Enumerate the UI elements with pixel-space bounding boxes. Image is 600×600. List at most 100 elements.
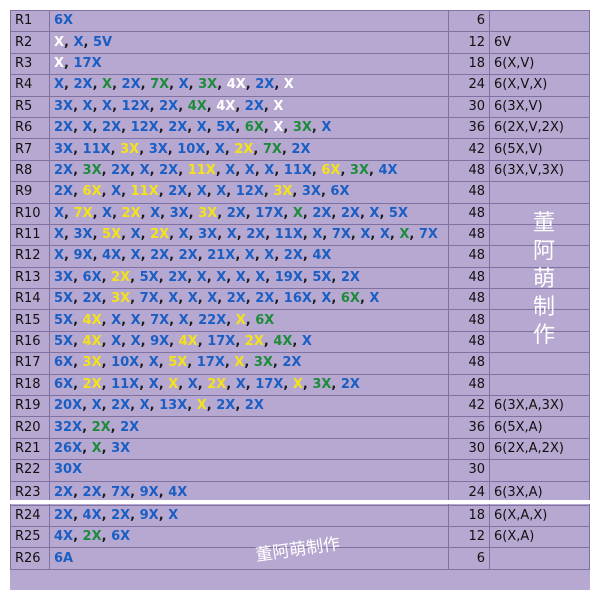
stitch-token: X (196, 184, 207, 200)
row-note (489, 181, 590, 204)
separator: , (187, 398, 197, 414)
stitch-sequence: 5X, 4X, X, X, 9X, 4X, 17X, 2X, 4X, X (49, 330, 449, 354)
stitch-token: 5X (216, 120, 236, 136)
stitch-token: 3X (198, 227, 218, 243)
pattern-row: R26 6A 6 (10, 547, 590, 570)
stitch-sequence: 6A (49, 547, 449, 570)
separator: , (187, 184, 197, 200)
separator: , (236, 227, 247, 243)
stitch-token: 2X (111, 398, 131, 414)
separator: , (217, 77, 227, 93)
stitch-token: X (369, 205, 380, 221)
separator: , (178, 98, 188, 114)
separator: , (130, 269, 140, 285)
stitch-token: 2X (120, 419, 140, 435)
stitch-token: X (148, 355, 159, 371)
stitch-token: 2X (102, 120, 122, 136)
stitch-token: 3X (54, 98, 74, 114)
separator: , (206, 184, 217, 200)
separator: , (188, 77, 199, 93)
stitch-token: X (321, 291, 332, 307)
separator: , (101, 355, 112, 371)
stitch-token: 6A (54, 550, 74, 566)
stitch-token: 22X (198, 312, 227, 328)
stitch-token: X (168, 507, 179, 523)
separator: , (140, 77, 151, 93)
separator: , (139, 355, 149, 371)
separator: , (158, 507, 169, 523)
separator: , (263, 334, 274, 350)
stitch-token: X (54, 248, 65, 264)
row-label: R10 (10, 202, 50, 225)
stitch-token: 3X (312, 376, 332, 392)
separator: , (121, 312, 131, 328)
stitch-token: 2X (340, 269, 360, 285)
stitch-token: 5X (139, 269, 159, 285)
stitch-token: 5X (102, 227, 122, 243)
stitch-token: 3X (292, 120, 312, 136)
stitch-token: 5X (54, 334, 74, 350)
separator: , (101, 376, 112, 392)
row-label: R11 (10, 223, 50, 247)
separator: , (158, 291, 169, 307)
row-label: R15 (10, 309, 50, 332)
stitch-count: 48 (448, 159, 490, 183)
stitch-token: 2X (168, 269, 188, 285)
stitch-token: 2X (226, 205, 246, 221)
separator: , (370, 227, 380, 243)
stitch-count: 42 (448, 395, 490, 418)
stitch-token: 26X (54, 441, 83, 456)
pattern-sheet: R1 6X 6 R2 X, X, 5V 12 6V R3 X, 17X 18 6(X,V) R4 X, … (10, 9, 590, 590)
stitch-token: 2X (168, 120, 188, 136)
row-note (489, 352, 590, 375)
separator: , (121, 120, 131, 136)
stitch-token: X (82, 120, 93, 136)
separator: , (235, 334, 245, 350)
pattern-row: R6 2X, X, 2X, 12X, 2X, X, 5X, 6X, X, 3X, … (10, 116, 590, 140)
separator: , (112, 77, 122, 93)
stitch-token: X (148, 376, 159, 392)
stitch-sequence: X, X, 5V (49, 31, 449, 54)
stitch-token: 20X (54, 398, 83, 414)
stitch-token: 11X (187, 162, 216, 178)
stitch-token: 2X (54, 184, 74, 200)
pattern-row: R18 6X, 2X, 11X, X, X, X, 2X, X, 17X, X, … (10, 373, 590, 397)
stitch-token: X (111, 334, 122, 350)
separator: , (283, 205, 293, 221)
pattern-row: R3 X, 17X 18 6(X,V) (10, 52, 590, 76)
stitch-token: X (264, 248, 275, 264)
separator: , (272, 355, 283, 371)
stitch-token: X (196, 269, 207, 285)
separator: , (245, 77, 256, 93)
stitch-token: 3X (54, 141, 74, 157)
stitch-sequence: 32X, 2X, 2X (49, 416, 449, 439)
separator: , (235, 248, 245, 264)
separator: , (101, 162, 112, 178)
stitch-sequence: X, 17X (49, 52, 449, 76)
stitch-token: 17X (196, 355, 225, 371)
separator: , (73, 120, 83, 136)
pattern-row: R17 6X, 3X, 10X, X, 5X, 17X, X, 3X, 2X 48 (10, 352, 590, 375)
separator: , (245, 205, 256, 221)
stitch-token: X (82, 98, 93, 114)
stitch-count: 48 (448, 330, 490, 354)
separator: , (64, 248, 74, 264)
stitch-token: 3X (253, 355, 273, 371)
separator: , (215, 162, 226, 178)
row-label: R24 (10, 504, 50, 527)
stitch-token: X (235, 269, 246, 285)
row-label: R21 (10, 437, 50, 461)
stitch-token: 3X (301, 184, 321, 200)
stitch-token: X (226, 227, 237, 243)
stitch-token: X (292, 205, 303, 221)
watermark-vertical: 董阿萌制作 (530, 210, 558, 350)
separator: , (263, 98, 274, 114)
stitch-token: 4X (168, 485, 188, 501)
separator: , (140, 248, 151, 264)
separator: , (73, 485, 83, 501)
row-label: R12 (10, 245, 50, 268)
separator: , (206, 120, 217, 136)
stitch-token: 7X (331, 227, 351, 243)
separator: , (139, 141, 149, 157)
separator: , (64, 205, 74, 221)
